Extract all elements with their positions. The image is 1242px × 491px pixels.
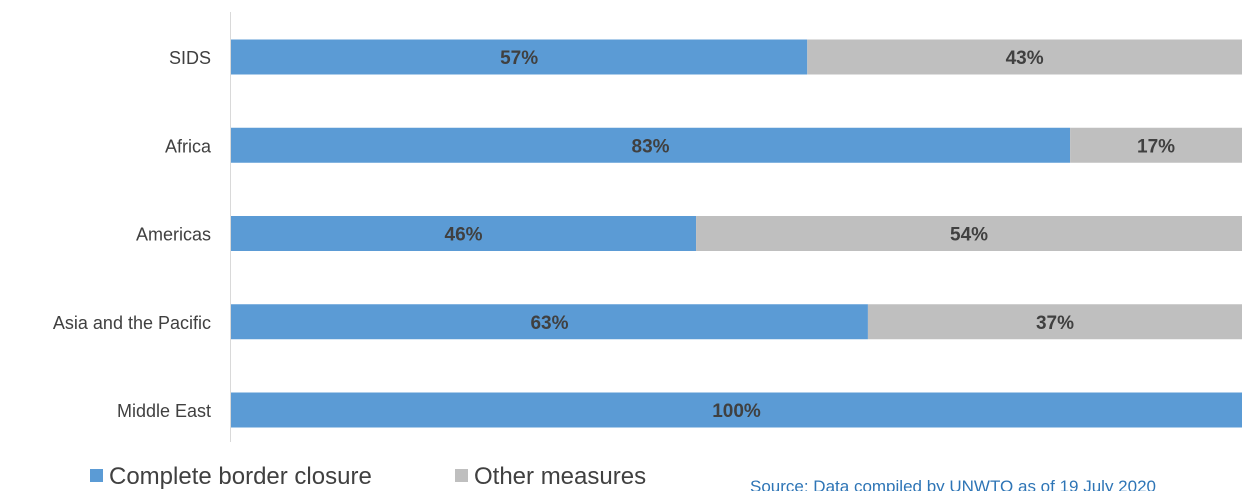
bar-complete-closure	[231, 216, 697, 251]
bar-other-measures	[696, 216, 1242, 251]
data-label: 57%	[500, 48, 538, 69]
category-label: Africa	[165, 136, 212, 156]
data-label: 17%	[1137, 136, 1175, 157]
bar-other-measures	[807, 39, 1242, 75]
bar-complete-closure	[231, 39, 808, 75]
source-note: Source: Data compiled by UNWTO as of 19 …	[750, 477, 1156, 491]
bar-complete-closure	[231, 304, 868, 340]
data-label: 43%	[1006, 48, 1044, 69]
legend-swatch-other-measures	[455, 469, 468, 482]
data-label: 63%	[530, 313, 568, 334]
legend-label-complete-closure: Complete border closure	[109, 463, 372, 490]
legend-label-other-measures: Other measures	[474, 463, 646, 490]
data-label: 46%	[445, 225, 483, 246]
category-label: SIDS	[169, 48, 211, 68]
bar-complete-closure	[231, 127, 1071, 163]
data-label: 100%	[712, 401, 761, 422]
legend-swatch-complete-closure	[90, 469, 103, 482]
data-label: 54%	[950, 225, 988, 246]
data-label: 37%	[1036, 313, 1074, 334]
bar-other-measures	[1070, 127, 1242, 163]
data-label: 83%	[632, 136, 670, 157]
category-label: Middle East	[117, 401, 211, 421]
category-label: Americas	[136, 225, 211, 245]
bar-other-measures	[867, 304, 1242, 340]
bar-complete-closure	[231, 392, 1242, 428]
category-label: Asia and the Pacific	[53, 313, 211, 333]
